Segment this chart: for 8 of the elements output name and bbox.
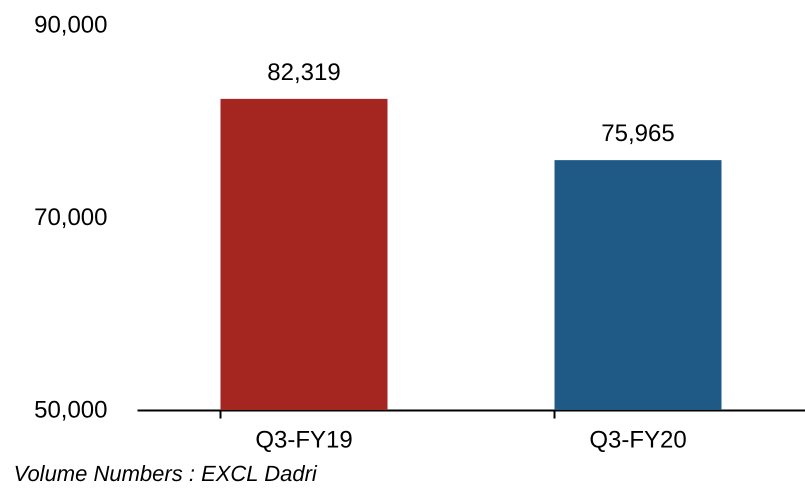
data-label: 82,319 [267,58,341,86]
y-tick-label: 90,000 [34,12,108,38]
y-tick-label: 50,000 [34,396,108,424]
data-label: 75,965 [601,120,675,148]
y-tick-label: 70,000 [34,204,108,231]
text: Volume Numbers : EXCL Dadri [14,461,318,486]
x-tick-label: Q3-FY20 [589,426,687,454]
x-tick-label: Q3-FY19 [255,426,353,454]
